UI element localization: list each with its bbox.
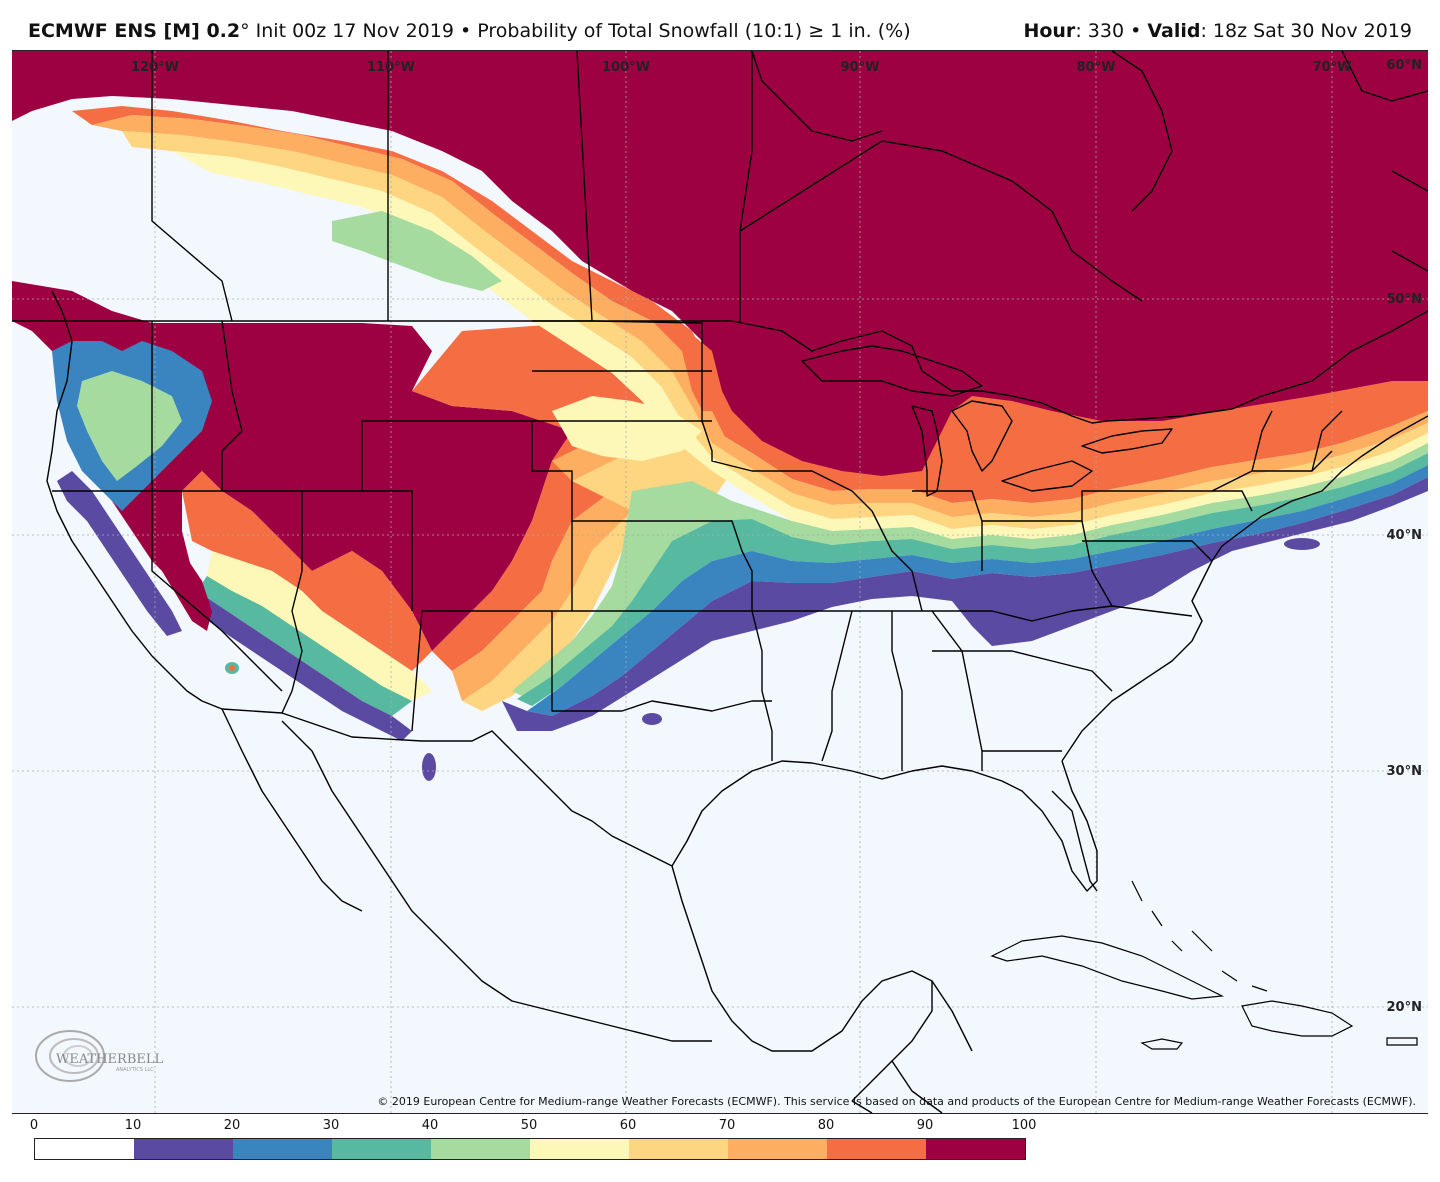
lon-label-90w: 90°W bbox=[841, 60, 880, 75]
title-bullet: • bbox=[460, 20, 472, 42]
central-america bbox=[851, 980, 973, 1113]
legend-swatch bbox=[431, 1139, 530, 1159]
shade-spot-texas bbox=[642, 713, 662, 725]
copyright-notice: © 2019 European Centre for Medium-range … bbox=[377, 1095, 1416, 1108]
shade-west-10 bbox=[190, 591, 412, 741]
legend-tick-label: 20 bbox=[223, 1118, 241, 1133]
legend-ticks: 0 10 20 30 40 50 60 70 80 90 100 bbox=[30, 1118, 1037, 1136]
hispaniola-outline bbox=[1241, 1000, 1354, 1037]
lat-label-40n: 40°N bbox=[1387, 528, 1422, 543]
lon-label-80w: 80°W bbox=[1077, 60, 1116, 75]
lon-label-70w: 70°W bbox=[1313, 60, 1352, 75]
logo-sub: ANALYTICS LLC bbox=[116, 1067, 154, 1073]
lon-label-110w: 110°W bbox=[367, 60, 415, 75]
legend-bar bbox=[34, 1138, 1026, 1160]
shade-30 bbox=[517, 453, 1428, 706]
shade-90-north bbox=[12, 51, 1428, 496]
gulf-coast bbox=[671, 760, 1098, 892]
lat-label-30n: 30°N bbox=[1387, 764, 1422, 779]
legend-tick-label: 100 bbox=[1011, 1118, 1037, 1133]
florida-outline bbox=[1051, 790, 1098, 892]
latitude-labels: 60°N 50°N 40°N 30°N 20°N bbox=[1387, 58, 1422, 1015]
legend-tick-label: 60 bbox=[619, 1118, 637, 1133]
baja-coast bbox=[221, 708, 712, 1042]
valid-bullet: • bbox=[1130, 20, 1142, 42]
shade-pnw-50 bbox=[77, 371, 182, 481]
caribbean-islands bbox=[990, 880, 1418, 1050]
legend-tick-label: 40 bbox=[421, 1118, 439, 1133]
legend-tick-label: 30 bbox=[322, 1118, 340, 1133]
jamaica-outline bbox=[1140, 1038, 1184, 1050]
legend-tick-label: 90 bbox=[916, 1118, 934, 1133]
shade-west-30 bbox=[197, 576, 412, 716]
product-name: Probability of Total Snowfall (10:1) ≥ 1… bbox=[477, 20, 911, 42]
valid-label: Valid bbox=[1147, 20, 1201, 42]
color-legend: 0 10 20 30 40 50 60 70 80 90 100 bbox=[30, 1118, 1037, 1162]
legend-swatch bbox=[233, 1139, 332, 1159]
lon-label-120w: 120°W bbox=[131, 60, 179, 75]
shade-spot-socal-inner bbox=[229, 665, 235, 671]
shade-pnw-10 bbox=[57, 471, 182, 636]
legend-swatch bbox=[629, 1139, 728, 1159]
shade-20 bbox=[527, 465, 1428, 716]
header: ECMWF ENS [M] 0.2° Init 00z 17 Nov 2019 … bbox=[0, 0, 1440, 48]
logo-name: WEATHERBELL bbox=[56, 1052, 163, 1067]
puerto-rico-outline bbox=[1386, 1037, 1418, 1046]
map-svg: 120°W 110°W 100°W 90°W 80°W 70°W 60°N 50… bbox=[12, 51, 1428, 1113]
shade-10 bbox=[502, 477, 1428, 731]
lat-label-50n: 50°N bbox=[1387, 292, 1422, 307]
shade-sierra-90 bbox=[147, 531, 212, 631]
shade-50 bbox=[172, 151, 1428, 539]
state-lines bbox=[52, 320, 1343, 771]
us-canada-border bbox=[12, 310, 1428, 424]
snowfall-probability-map: 120°W 110°W 100°W 90°W 80°W 70°W 60°N 50… bbox=[12, 50, 1428, 1114]
legend-swatch bbox=[827, 1139, 926, 1159]
hour-value: 330 bbox=[1087, 20, 1125, 42]
init-time: Init 00z 17 Nov 2019 bbox=[255, 20, 454, 42]
model-name: ECMWF ENS [M] 0.2 bbox=[28, 20, 241, 42]
legend-tick-label: 10 bbox=[124, 1118, 142, 1133]
degree-symbol: ° bbox=[240, 20, 250, 42]
bahamas-outline bbox=[1131, 880, 1268, 992]
swirl-logo-icon bbox=[35, 1030, 105, 1082]
lat-lon-grid bbox=[12, 51, 1428, 1113]
shade-west-80 bbox=[182, 471, 432, 671]
hour-label: Hour bbox=[1023, 20, 1076, 42]
shade-west-50 bbox=[207, 551, 432, 701]
lon-label-100w: 100°W bbox=[602, 60, 650, 75]
valid-value: 18z Sat 30 Nov 2019 bbox=[1212, 20, 1412, 42]
great-lakes bbox=[801, 345, 1173, 497]
shade-50-central bbox=[552, 396, 702, 461]
legend-swatch bbox=[134, 1139, 233, 1159]
legend-tick-label: 50 bbox=[520, 1118, 538, 1133]
legend-swatch bbox=[926, 1139, 1025, 1159]
shade-spot-atlantic bbox=[1284, 538, 1320, 550]
hudson-bay-coast bbox=[751, 51, 1428, 272]
legend-tick-label: 80 bbox=[817, 1118, 835, 1133]
canada-province-lines bbox=[151, 51, 1143, 323]
longitude-labels: 120°W 110°W 100°W 90°W 80°W 70°W bbox=[131, 60, 1351, 75]
legend-swatch bbox=[35, 1139, 134, 1159]
us-west-coast bbox=[46, 290, 223, 710]
legend-swatch bbox=[530, 1139, 629, 1159]
legend-tick-label: 70 bbox=[718, 1118, 736, 1133]
shade-40-band bbox=[512, 443, 1428, 696]
boundaries bbox=[12, 51, 1428, 1113]
shade-spot-arizona bbox=[422, 753, 436, 781]
weatherbell-logo: WEATHERBELL ANALYTICS LLC bbox=[35, 1030, 163, 1082]
shade-40 bbox=[332, 211, 502, 291]
valid-time-info: Hour: 330 • Valid: 18z Sat 30 Nov 2019 bbox=[1023, 20, 1412, 42]
legend-swatch bbox=[728, 1139, 827, 1159]
legend-swatch bbox=[332, 1139, 431, 1159]
mexico-gulf-coast bbox=[671, 865, 933, 1102]
lat-label-20n: 20°N bbox=[1387, 1000, 1422, 1015]
legend-tick-label: 0 bbox=[29, 1118, 39, 1133]
map-title: ECMWF ENS [M] 0.2° Init 00z 17 Nov 2019 … bbox=[28, 20, 911, 42]
us-mexico-border bbox=[221, 708, 673, 867]
lat-label-60n: 60°N bbox=[1387, 58, 1422, 73]
cuba-outline bbox=[990, 935, 1225, 1000]
